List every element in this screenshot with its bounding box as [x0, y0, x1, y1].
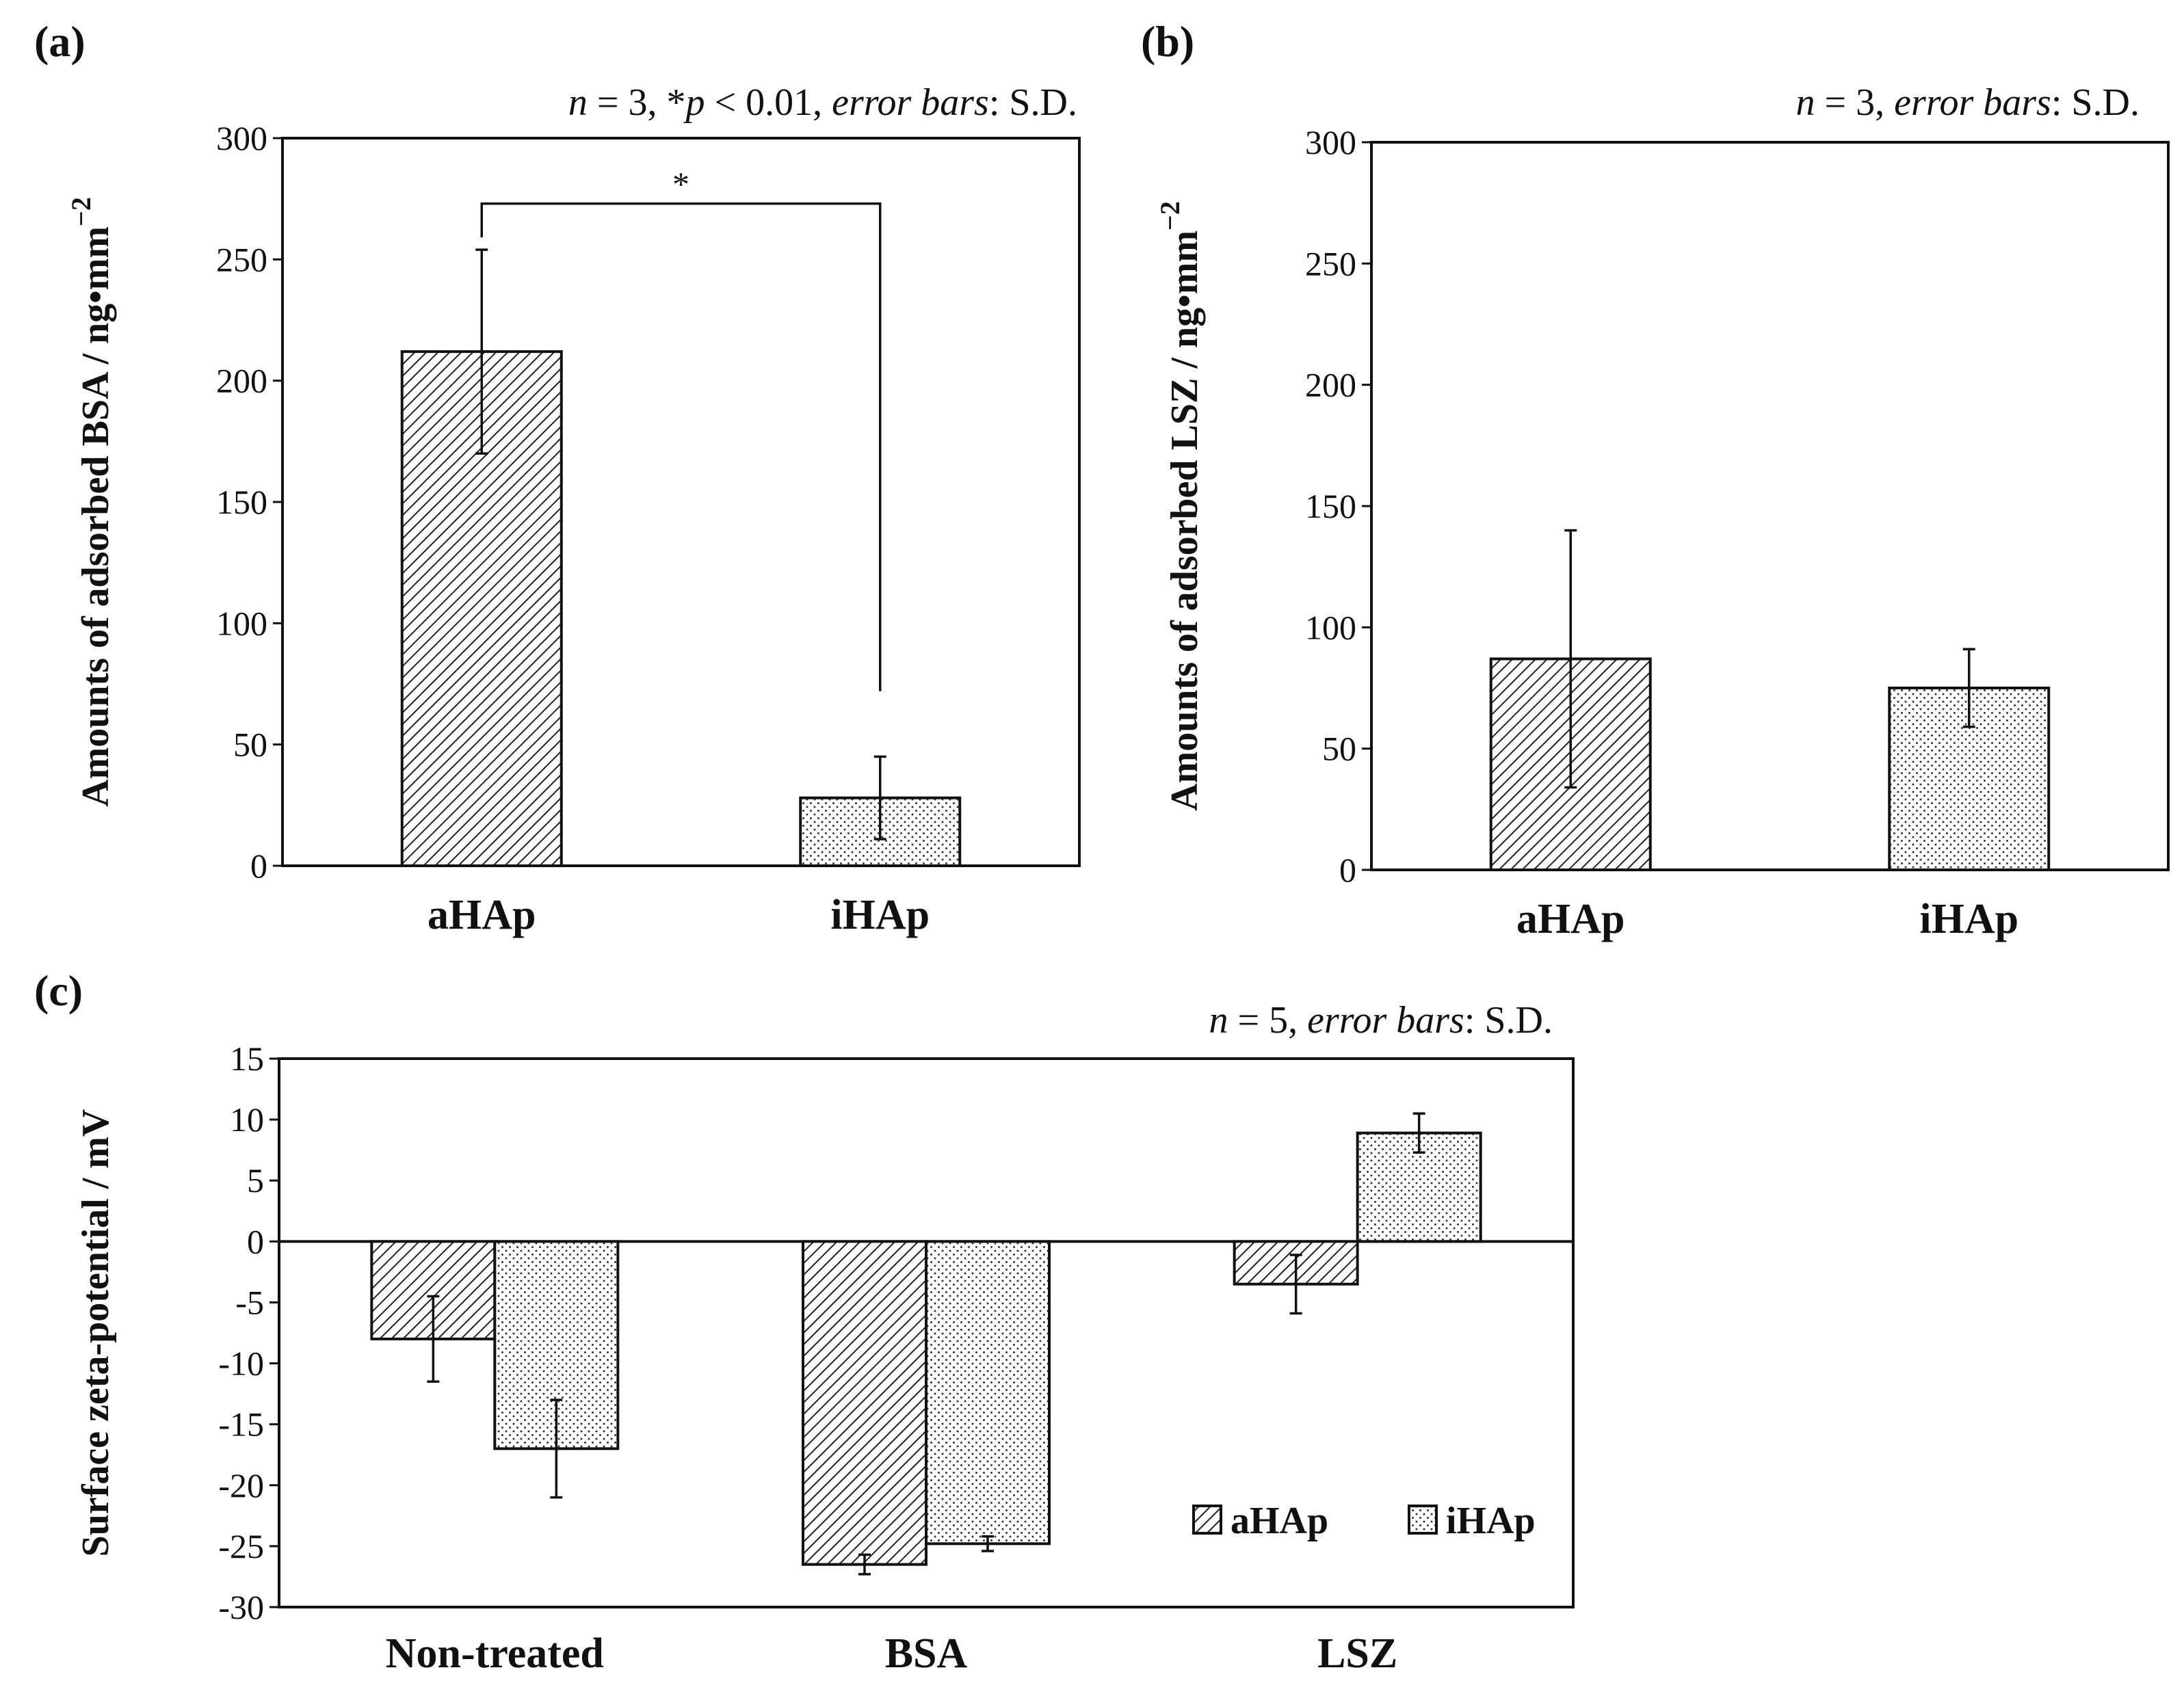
chart-c-y-tick-label: -20: [218, 1466, 264, 1505]
note-b-n: n: [1796, 81, 1815, 124]
chart-a-y-tick-label: 150: [216, 483, 267, 521]
chart-c-y-axis-label-main: Surface zeta-potential / mV: [75, 1109, 117, 1557]
chart-a-y-axis-label-sup: −2: [66, 197, 96, 226]
note-c-eb: error bars: [1307, 999, 1464, 1042]
chart-b-y-tick-label: 100: [1305, 608, 1356, 646]
chart-a-y-tick-label: 100: [216, 604, 267, 642]
note-b-eb: error bars: [1894, 81, 2051, 124]
chart-a-y-tick-label: 200: [216, 362, 267, 400]
note-a-end: : S.D.: [989, 81, 1077, 124]
note-a-eb: error bars: [832, 81, 989, 124]
chart-c-legend-swatch-iHAp: [1408, 1505, 1438, 1535]
chart-c-y-axis-label: Surface zeta-potential / mV: [75, 1109, 117, 1557]
panel-a-note: n = 3, *p < 0.01, error bars: S.D.: [568, 81, 1077, 124]
chart-b-y-axis-label: Amounts of adsorbed LSZ / ng•mm−2: [1155, 201, 1206, 811]
panel-b-label: (b): [1141, 17, 1194, 66]
note-a-n: n: [568, 81, 588, 124]
chart-c-bar-BSA-iHAp: [925, 1240, 1051, 1546]
chart-a-significance-bracket: [480, 202, 882, 691]
chart-c-y-tick-label: -15: [218, 1405, 264, 1444]
chart-c-y-tick-label: -5: [235, 1283, 264, 1321]
chart-a: 0 50 100 150 200 250 300 Amounts of adsorbed BS…: [66, 119, 1081, 938]
chart-c-bar-BSA-aHAp: [802, 1240, 927, 1566]
chart-c-legend-swatch-aHAp: [1192, 1505, 1222, 1535]
chart-c-legend-label-aHAp: aHAp: [1231, 1500, 1328, 1542]
chart-b-y-tick-label: 300: [1305, 123, 1356, 161]
chart-c-x-label-BSA: BSA: [885, 1630, 968, 1677]
panel-c-label: (c): [34, 966, 83, 1015]
chart-a-y-axis-label-main: Amounts of adsorbed BSA / ng•mm: [75, 226, 117, 807]
note-b-end: : S.D.: [2051, 81, 2140, 124]
chart-c-y-tick-label: 15: [230, 1039, 264, 1078]
chart-a-y-tick-label: 0: [250, 847, 267, 885]
chart-b-y-tick-label: 50: [1322, 730, 1356, 768]
note-a-mid: = 3, *: [588, 81, 686, 124]
chart-c: 15 10 5 0 -5 -10 -15 -20 -25 -30 Surface zeta-pote…: [75, 1039, 1575, 1677]
note-c-end: : S.D.: [1464, 999, 1553, 1042]
note-b-mid: = 3,: [1815, 81, 1895, 124]
chart-b-y-tick-label: 150: [1305, 487, 1356, 525]
panel-a-label: (a): [34, 17, 85, 66]
chart-a-x-label-iHAp: iHAp: [830, 892, 930, 938]
note-c-mid: = 5,: [1228, 999, 1308, 1042]
chart-b-x-label-iHAp: iHAp: [1919, 896, 2018, 942]
chart-b-x-label-aHAp: aHAp: [1516, 896, 1624, 942]
note-c-n: n: [1209, 999, 1228, 1042]
chart-a-y-axis-label: Amounts of adsorbed BSA / ng•mm−2: [66, 197, 117, 807]
chart-b: 0 50 100 150 200 250 300 Amounts of adsorbed LS…: [1155, 123, 2170, 942]
chart-c-plot-frame: [278, 1057, 1575, 1608]
chart-c-y-tick-label: -25: [218, 1527, 264, 1565]
panel-b-note: n = 3, error bars: S.D.: [1796, 81, 2140, 124]
chart-a-y-tick-label: 300: [216, 119, 267, 157]
chart-c-y-tick-label: -30: [218, 1588, 264, 1626]
chart-a-y-tick-label: 50: [233, 726, 267, 764]
panel-c-note: n = 5, error bars: S.D.: [1209, 999, 1553, 1042]
chart-c-y-tick-label: 0: [247, 1222, 264, 1260]
chart-a-y-tick-label: 250: [216, 240, 267, 278]
chart-b-y-axis-label-main: Amounts of adsorbed LSZ / ng•mm: [1163, 230, 1206, 811]
chart-c-x-label-Non-treated: Non-treated: [386, 1630, 604, 1677]
note-a-p: p: [683, 81, 705, 124]
chart-c-x-label-LSZ: LSZ: [1317, 1630, 1397, 1677]
chart-b-y-tick-label: 200: [1305, 366, 1356, 404]
chart-b-y-tick-label: 0: [1339, 851, 1356, 889]
note-a-mid2: < 0.01,: [705, 81, 832, 124]
chart-b-y-tick-label: 250: [1305, 244, 1356, 282]
chart-c-y-tick-label: -10: [218, 1344, 264, 1383]
chart-c-legend-label-iHAp: iHAp: [1446, 1500, 1536, 1542]
chart-a-significance-marker: *: [672, 165, 689, 203]
chart-c-y-tick-label: 10: [230, 1100, 264, 1139]
chart-b-y-axis-label-sup: −2: [1155, 201, 1185, 230]
chart-c-y-tick-label: 5: [247, 1161, 264, 1200]
chart-a-x-label-aHAp: aHAp: [427, 892, 536, 938]
